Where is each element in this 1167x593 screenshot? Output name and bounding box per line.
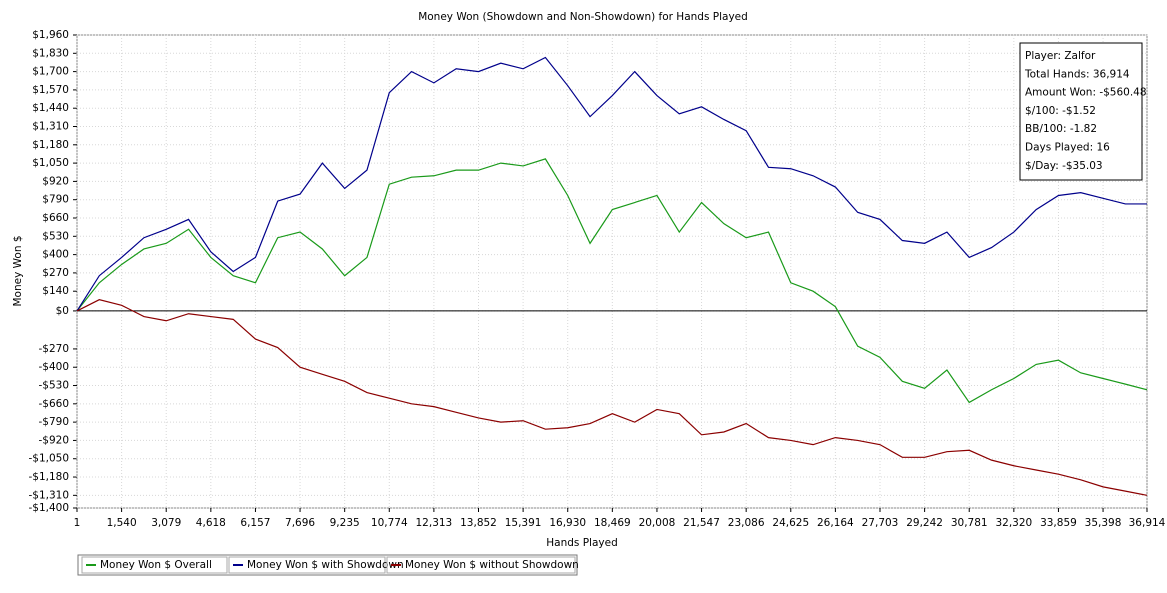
info-text: Amount Won: -$560.48 [1025,87,1147,99]
y-tick-label: $0 [56,305,69,317]
x-tick-label: 15,391 [505,517,542,529]
x-tick-label: 1,540 [107,517,137,529]
x-tick-label: 16,930 [549,517,586,529]
x-tick-label: 23,086 [728,517,765,529]
info-box [1019,42,1143,181]
y-tick-label: $140 [42,285,69,297]
x-tick-label: 26,164 [817,517,854,529]
x-tick-label: 4,618 [196,517,226,529]
info-text: Days Played: 16 [1025,142,1110,154]
x-tick-label: 6,157 [240,517,270,529]
info-text: BB/100: -1.82 [1025,123,1097,135]
x-tick-label: 1 [74,517,81,529]
x-tick-label: 18,469 [594,517,631,529]
y-tick-label: $1,440 [32,102,69,114]
y-tick-label: -$790 [38,416,69,428]
y-tick-label: -$920 [38,434,69,446]
x-tick-label: 20,008 [639,517,676,529]
y-tick-label: $1,830 [32,47,69,59]
x-tick-label: 33,859 [1040,517,1077,529]
x-tick-label: 7,696 [285,517,315,529]
y-tick-label: $1,310 [32,121,69,133]
series-line [76,158,1148,404]
legend-item [386,556,576,574]
legend-item [81,556,228,574]
y-tick-label: $270 [42,267,69,279]
y-tick-label: -$1,400 [28,502,69,514]
legend-label: Money Won $ without Showdown [405,559,579,571]
y-tick-label: -$400 [38,361,69,373]
x-tick-label: 27,703 [862,517,899,529]
legend-label: Money Won $ Overall [100,559,212,571]
x-axis-label: Hands Played [546,537,617,549]
info-text: Player: Zalfor [1025,50,1096,62]
y-tick-label: $1,180 [32,139,69,151]
legend [77,554,578,576]
x-tick-label: 10,774 [371,517,408,529]
y-tick-label: $660 [42,212,69,224]
y-tick-label: $530 [42,230,69,242]
y-tick-label: -$530 [38,380,69,392]
x-tick-label: 21,547 [683,517,720,529]
x-tick-label: 35,398 [1085,517,1122,529]
x-tick-label: 29,242 [906,517,943,529]
y-tick-label: -$1,050 [28,453,69,465]
info-text: $/Day: -$35.03 [1025,160,1103,172]
x-tick-label: 9,235 [330,517,360,529]
y-tick-label: $1,700 [32,66,69,78]
y-axis-label: Money Won $ [12,235,24,306]
info-text: $/100: -$1.52 [1025,105,1096,117]
y-tick-label: $790 [42,194,69,206]
x-tick-label: 24,625 [772,517,809,529]
legend-label: Money Won $ with Showdown [247,559,404,571]
y-tick-label: -$1,180 [28,471,69,483]
y-tick-label: $920 [42,175,69,187]
y-tick-label: $1,570 [32,84,69,96]
x-tick-label: 36,914 [1129,517,1166,529]
y-tick-label: $1,960 [32,29,69,41]
y-tick-label: $1,050 [32,157,69,169]
y-tick-label: -$660 [38,398,69,410]
info-text: Total Hands: 36,914 [1024,68,1130,80]
y-tick-label: -$270 [38,343,69,355]
y-tick-label: -$1,310 [28,489,69,501]
series-line [76,299,1148,496]
legend-item [228,556,386,574]
y-tick-label: $400 [42,249,69,261]
x-tick-label: 30,781 [951,517,988,529]
x-tick-label: 32,320 [995,517,1032,529]
chart-title: Money Won (Showdown and Non-Showdown) fo… [418,11,748,23]
x-tick-label: 13,852 [460,517,497,529]
series-line [76,56,1147,312]
x-tick-label: 3,079 [151,517,181,529]
x-tick-label: 12,313 [416,517,453,529]
